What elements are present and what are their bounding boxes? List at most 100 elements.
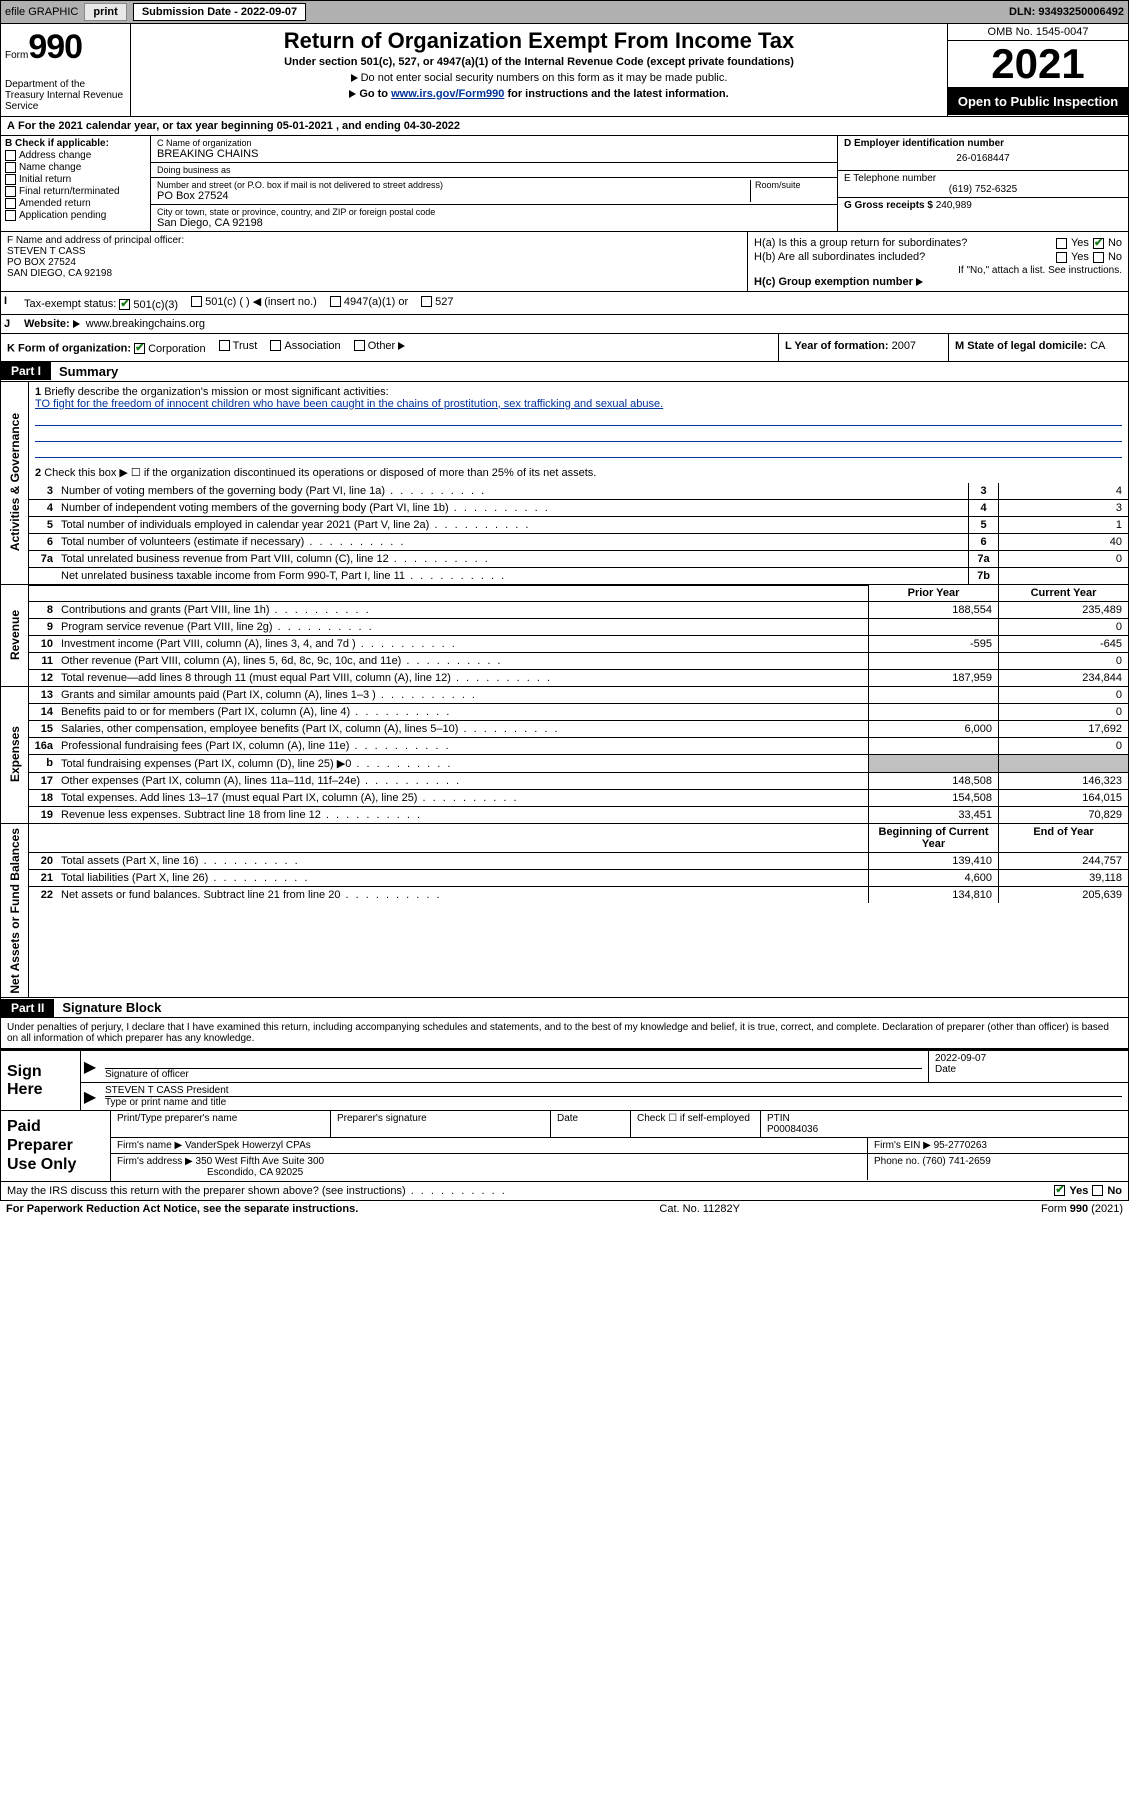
sign-here-label: Sign Here <box>1 1051 81 1110</box>
phone-value: (619) 752-6325 <box>844 184 1122 195</box>
discuss-label: May the IRS discuss this return with the… <box>7 1185 507 1197</box>
form-number-cell: Form990 Department of the Treasury Inter… <box>1 24 131 116</box>
chk-527[interactable] <box>421 296 432 307</box>
hb-yes[interactable] <box>1056 252 1067 263</box>
paid-preparer-block: Paid Preparer Use Only Print/Type prepar… <box>0 1111 1129 1182</box>
prep-date-label: Date <box>551 1111 631 1137</box>
paperwork-notice: For Paperwork Reduction Act Notice, see … <box>6 1203 358 1215</box>
declaration: Under penalties of perjury, I declare th… <box>0 1018 1129 1049</box>
org-name-label: C Name of organization <box>157 138 831 148</box>
form-subtitle: Under section 501(c), 527, or 4947(a)(1)… <box>139 56 939 68</box>
ptin-value: P00084036 <box>767 1124 818 1135</box>
exp-row: 16aProfessional fundraising fees (Part I… <box>29 738 1128 755</box>
hc-label: H(c) Group exemption number <box>754 276 913 288</box>
link-note: Go to www.irs.gov/Form990 for instructio… <box>139 88 939 100</box>
paid-prep-label: Paid Preparer Use Only <box>1 1111 111 1181</box>
cat-no: Cat. No. 11282Y <box>659 1203 740 1215</box>
prep-name-label: Print/Type preparer's name <box>111 1111 331 1137</box>
chk-assoc[interactable] <box>270 340 281 351</box>
chk-4947[interactable] <box>330 296 341 307</box>
checkbox-address-change[interactable]: Address change <box>5 150 146 161</box>
box-m: M State of legal domicile: CA <box>948 334 1128 361</box>
line2: 2 Check this box ▶ ☐ if the organization… <box>29 462 1128 483</box>
efile-label: efile GRAPHIC <box>5 6 78 18</box>
check-self: Check ☐ if self-employed <box>631 1111 761 1137</box>
print-button[interactable]: print <box>84 3 126 21</box>
date-label: Date <box>935 1064 1122 1075</box>
box-k: K Form of organization: Corporation Trus… <box>1 334 778 361</box>
box-h: H(a) Is this a group return for subordin… <box>748 232 1128 291</box>
row-i-j: I Tax-exempt status: 501(c)(3) 501(c) ( … <box>0 292 1129 334</box>
checkbox-app-pending[interactable]: Application pending <box>5 210 146 221</box>
sign-here-block: Sign Here ▶ Signature of officer 2022-09… <box>0 1049 1129 1111</box>
exp-row: 19Revenue less expenses. Subtract line 1… <box>29 807 1128 823</box>
checkbox-final-return[interactable]: Final return/terminated <box>5 186 146 197</box>
arrow-icon <box>351 74 358 82</box>
irs-link[interactable]: www.irs.gov/Form990 <box>391 88 504 100</box>
form-footer: Form 990 (2021) <box>1041 1203 1123 1215</box>
checkbox-name-change[interactable]: Name change <box>5 162 146 173</box>
tax-year: 2021 <box>948 41 1128 88</box>
line1: 1 Briefly describe the organization's mi… <box>29 382 1128 462</box>
checkbox-amended[interactable]: Amended return <box>5 198 146 209</box>
submission-date: Submission Date - 2022-09-07 <box>133 3 306 21</box>
exp-row: 18Total expenses. Add lines 13–17 (must … <box>29 790 1128 807</box>
expenses-section: Expenses 13Grants and similar amounts pa… <box>0 687 1129 824</box>
form-title: Return of Organization Exempt From Incom… <box>139 28 939 54</box>
part1-header: Part I Summary <box>0 362 1129 382</box>
gov-row: 4Number of independent voting members of… <box>29 500 1128 517</box>
discuss-yes[interactable] <box>1054 1185 1065 1196</box>
gov-row: Net unrelated business taxable income fr… <box>29 568 1128 584</box>
dln: DLN: 93493250006492 <box>1009 6 1124 18</box>
chk-corp[interactable] <box>134 343 145 354</box>
addr-label: Number and street (or P.O. box if mail i… <box>157 180 746 190</box>
officer-name-label: Type or print name and title <box>105 1097 1122 1108</box>
firm-addr-label: Firm's address ▶ <box>117 1156 193 1167</box>
part1-title: Summary <box>51 362 126 381</box>
box-b-header: B Check if applicable: <box>5 138 146 149</box>
hb-no[interactable] <box>1093 252 1104 263</box>
chk-501c3[interactable] <box>119 299 130 310</box>
chk-other[interactable] <box>354 340 365 351</box>
part2-header: Part II Signature Block <box>0 998 1129 1018</box>
i-marker: I <box>1 292 21 314</box>
city-label: City or town, state or province, country… <box>157 207 831 217</box>
title-cell: Return of Organization Exempt From Incom… <box>131 24 948 116</box>
net-header: Beginning of Current Year End of Year <box>29 824 1128 853</box>
form-word: Form <box>5 50 28 61</box>
top-toolbar: efile GRAPHIC print Submission Date - 20… <box>0 0 1129 24</box>
rev-row: 10Investment income (Part VIII, column (… <box>29 636 1128 653</box>
checkbox-initial-return[interactable]: Initial return <box>5 174 146 185</box>
chk-501c[interactable] <box>191 296 202 307</box>
hb-label: H(b) Are all subordinates included? <box>754 251 925 263</box>
firm-phone-label: Phone no. <box>874 1156 920 1167</box>
website-value: www.breakingchains.org <box>86 318 205 330</box>
tax-exempt-row: Tax-exempt status: 501(c)(3) 501(c) ( ) … <box>21 292 1128 314</box>
f-name: STEVEN T CASS <box>7 246 741 257</box>
netassets-section: Net Assets or Fund Balances Beginning of… <box>0 824 1129 999</box>
gov-row: 7aTotal unrelated business revenue from … <box>29 551 1128 568</box>
rev-row: 8Contributions and grants (Part VIII, li… <box>29 602 1128 619</box>
discuss-no[interactable] <box>1092 1185 1103 1196</box>
prep-sig-label: Preparer's signature <box>331 1111 551 1137</box>
governance-section: Activities & Governance 1 Briefly descri… <box>0 382 1129 585</box>
sig-officer-label: Signature of officer <box>105 1069 922 1080</box>
ha-no[interactable] <box>1093 238 1104 249</box>
box-c: C Name of organization BREAKING CHAINS D… <box>151 136 838 231</box>
ha-yes[interactable] <box>1056 238 1067 249</box>
arrow-icon: ▶ <box>81 1083 99 1110</box>
f-label: F Name and address of principal officer: <box>7 235 741 246</box>
net-row: 21Total liabilities (Part X, line 26)4,6… <box>29 870 1128 887</box>
addr-value: PO Box 27524 <box>157 190 746 202</box>
line-a: A For the 2021 calendar year, or tax yea… <box>0 117 1129 136</box>
chk-trust[interactable] <box>219 340 230 351</box>
exp-row: 13Grants and similar amounts paid (Part … <box>29 687 1128 704</box>
room-label: Room/suite <box>755 180 831 190</box>
box-f: F Name and address of principal officer:… <box>1 232 748 291</box>
info-grid: B Check if applicable: Address change Na… <box>0 136 1129 232</box>
row-k-l-m: K Form of organization: Corporation Trus… <box>0 334 1129 362</box>
firm-phone: (760) 741-2659 <box>922 1156 990 1167</box>
org-name: BREAKING CHAINS <box>157 148 831 160</box>
gov-row: 3Number of voting members of the governi… <box>29 483 1128 500</box>
omb-cell: OMB No. 1545-0047 2021 Open to Public In… <box>948 24 1128 116</box>
